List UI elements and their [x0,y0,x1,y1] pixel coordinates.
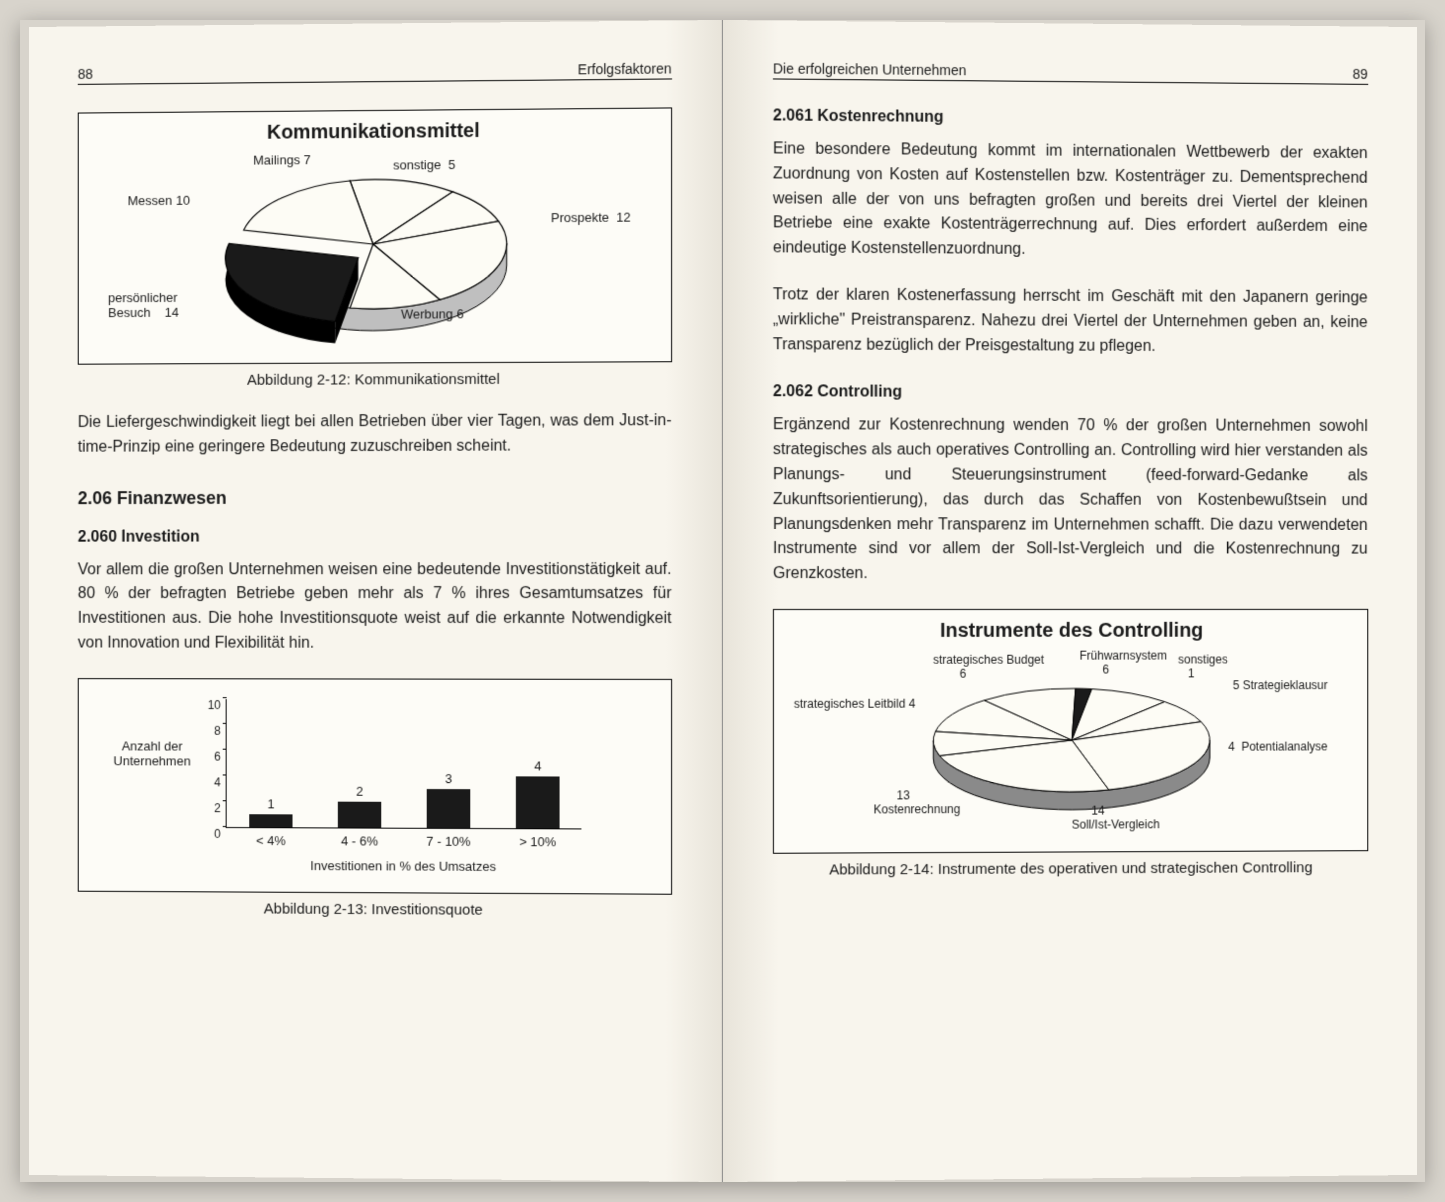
para-controlling: Ergänzend zur Kostenrechnung wenden 70 %… [772,414,1367,588]
para-delivery: Die Liefergeschwindigkeit liegt bei alle… [78,409,672,460]
figure-2-14: Instrumente des Controlling strategische… [772,609,1367,854]
fig13-chart: Anzahl derUnternehmen 02468101< 4%24 - 6… [88,689,660,890]
pie-label: 4 Potentialanalyse [1228,739,1327,753]
pie-label: sonstige 5 [393,157,455,172]
pie-label: sonstiges 1 [1178,652,1228,680]
pie-label: 5 Strategieklausur [1232,678,1327,692]
pie-label: 13Kostenrechnung [873,788,960,816]
fig13-caption: Abbildung 2-13: Investitionsquote [78,899,672,919]
running-head-right: Die erfolgreichen Unternehmen [772,60,965,78]
para-kosten-2: Trotz der klaren Kostenerfassung herrsch… [772,283,1367,360]
page-header-right: Die erfolgreichen Unternehmen 89 [772,60,1367,84]
fig14-caption: Abbildung 2-14: Instrumente des operativ… [772,859,1367,879]
pie-label: strategisches Leitbild 4 [793,697,914,711]
page-number-right: 89 [1352,66,1367,82]
fig12-title: Kommunikationsmittel [88,119,660,147]
pie-label: Frühwarnsystem 6 [1079,649,1166,677]
page-right: Die erfolgreichen Unternehmen 89 2.061 K… [723,20,1417,1182]
para-kosten-1: Eine besondere Bedeutung kommt im intern… [772,137,1367,264]
fig12-chart: Mailings 7 sonstige 5 Prospekte 12 Werbu… [88,147,660,359]
pie-label: Prospekte 12 [551,210,631,226]
heading-kostenrechnung: 2.061 Kostenrechnung [772,107,1367,130]
heading-investition: 2.060 Investition [78,528,672,547]
bar-chart-area: 02468101< 4%24 - 6%37 - 10%4> 10% [226,699,582,829]
pie-label: Mailings 7 [253,152,311,167]
heading-controlling: 2.062 Controlling [772,384,1367,404]
fig14-chart: strategisches Budget 6 Frühwarnsystem 6 … [783,648,1356,848]
figure-2-13: Anzahl derUnternehmen 02468101< 4%24 - 6… [78,678,672,895]
pie-label: Werbung 6 [401,306,464,321]
para-investition: Vor allem die großen Unternehmen weisen … [78,558,672,657]
x-axis-label: Investitionen in % des Umsatzes [226,858,582,875]
pie-chart-svg [88,147,660,359]
pie-label: Messen 10 [128,193,190,208]
pie-label: strategisches Budget 6 [933,653,1044,681]
pie-label: 14Soll/Ist-Vergleich [1071,803,1159,831]
running-head-left: Erfolgsfaktoren [578,60,672,77]
page-number-left: 88 [78,66,93,82]
fig12-caption: Abbildung 2-12: Kommunikationsmittel [78,370,672,389]
heading-finanzwesen: 2.06 Finanzwesen [78,487,672,509]
fig14-title: Instrumente des Controlling [783,620,1356,643]
figure-2-12: Kommunikationsmittel Mailings 7 sonstige… [78,107,672,364]
pie-label: persönlicherBesuch 14 [108,290,179,320]
page-header-left: 88 Erfolgsfaktoren [78,60,672,84]
y-axis-label: Anzahl derUnternehmen [98,738,206,768]
book-spread: 88 Erfolgsfaktoren Kommunikationsmittel … [20,20,1425,1182]
page-left: 88 Erfolgsfaktoren Kommunikationsmittel … [29,20,723,1182]
